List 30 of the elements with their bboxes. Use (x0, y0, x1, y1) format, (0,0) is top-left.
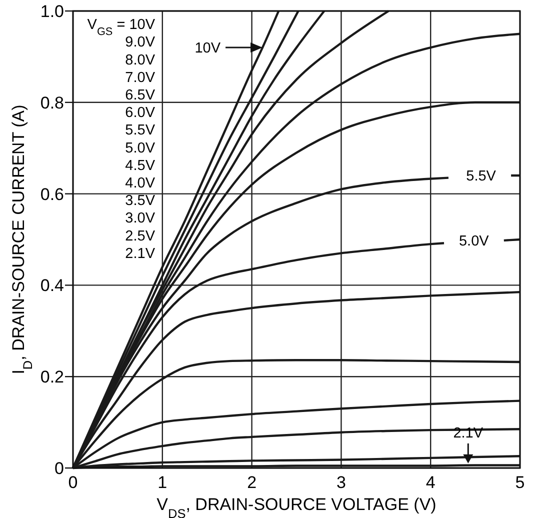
annotation: 5.5V (125, 122, 156, 139)
y-tick-label: 0.8 (40, 93, 64, 112)
x-tick-label: 5 (515, 473, 525, 492)
annotation: 5.0V (458, 233, 490, 250)
annotation: 3.5V (125, 193, 156, 210)
annotation: 9.0V (125, 34, 156, 51)
annotation: 8.0V (125, 52, 156, 68)
annotation: 4.5V (125, 158, 156, 174)
y-tick-label: 1.0 (40, 2, 64, 21)
x-tick-label: 2 (247, 473, 257, 492)
annotation: 6.0V (125, 105, 156, 122)
y-tick-label: 0.2 (40, 368, 64, 387)
y-tick-label: 0 (54, 458, 64, 478)
annotation: 6.5V (125, 87, 156, 104)
annotation: 5.0V (125, 140, 156, 156)
x-tick-label: 0 (68, 473, 78, 492)
annotation: 5.5V (466, 168, 496, 185)
x-axis-title: V$_{DS}$, DRAIN-SOURCE VOLTAGE (V) (156, 495, 436, 518)
y-tick-label: 0.4 (40, 276, 64, 296)
annotation: 3.0V (125, 210, 156, 227)
x-tick-label: 3 (336, 473, 346, 492)
x-tick-label: 1 (158, 473, 168, 492)
annotation: 7.0V (125, 70, 156, 86)
y-tick-label: 0.6 (40, 184, 64, 204)
annotation: 2.5V (125, 228, 156, 244)
annotation: 10V (194, 40, 221, 57)
annotation: 2.1V (453, 425, 484, 442)
annotation: 4.0V (125, 175, 156, 192)
x-tick-label: 4 (426, 473, 436, 492)
annotation: 2.1V (125, 246, 156, 262)
